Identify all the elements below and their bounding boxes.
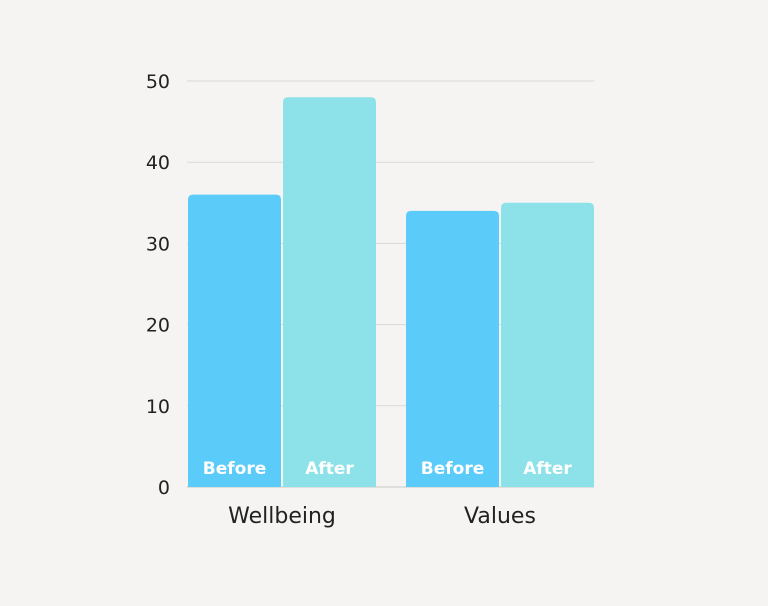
x-category-label: Wellbeing: [228, 504, 336, 529]
y-tick-label: 10: [146, 396, 170, 418]
x-axis: Wellbeing Values: [228, 504, 536, 529]
bar-wellbeing-after: [283, 97, 376, 488]
y-axis: 0 10 20 30 40 50: [146, 71, 170, 499]
bars: Before After Before After: [188, 97, 594, 488]
y-tick-label: 30: [146, 233, 170, 255]
y-tick-label: 40: [146, 152, 170, 174]
y-tick-label: 50: [146, 71, 170, 93]
bar-wellbeing-before: [188, 194, 281, 487]
y-tick-label: 0: [158, 477, 170, 499]
bar-label: After: [305, 459, 354, 479]
bar-label: Before: [203, 459, 266, 479]
bar-label: After: [523, 459, 572, 479]
x-category-label: Values: [464, 504, 536, 529]
bar-values-before: [406, 210, 499, 488]
bar-values-after: [501, 202, 594, 488]
bar-label: Before: [421, 459, 484, 479]
y-tick-label: 20: [146, 315, 170, 337]
